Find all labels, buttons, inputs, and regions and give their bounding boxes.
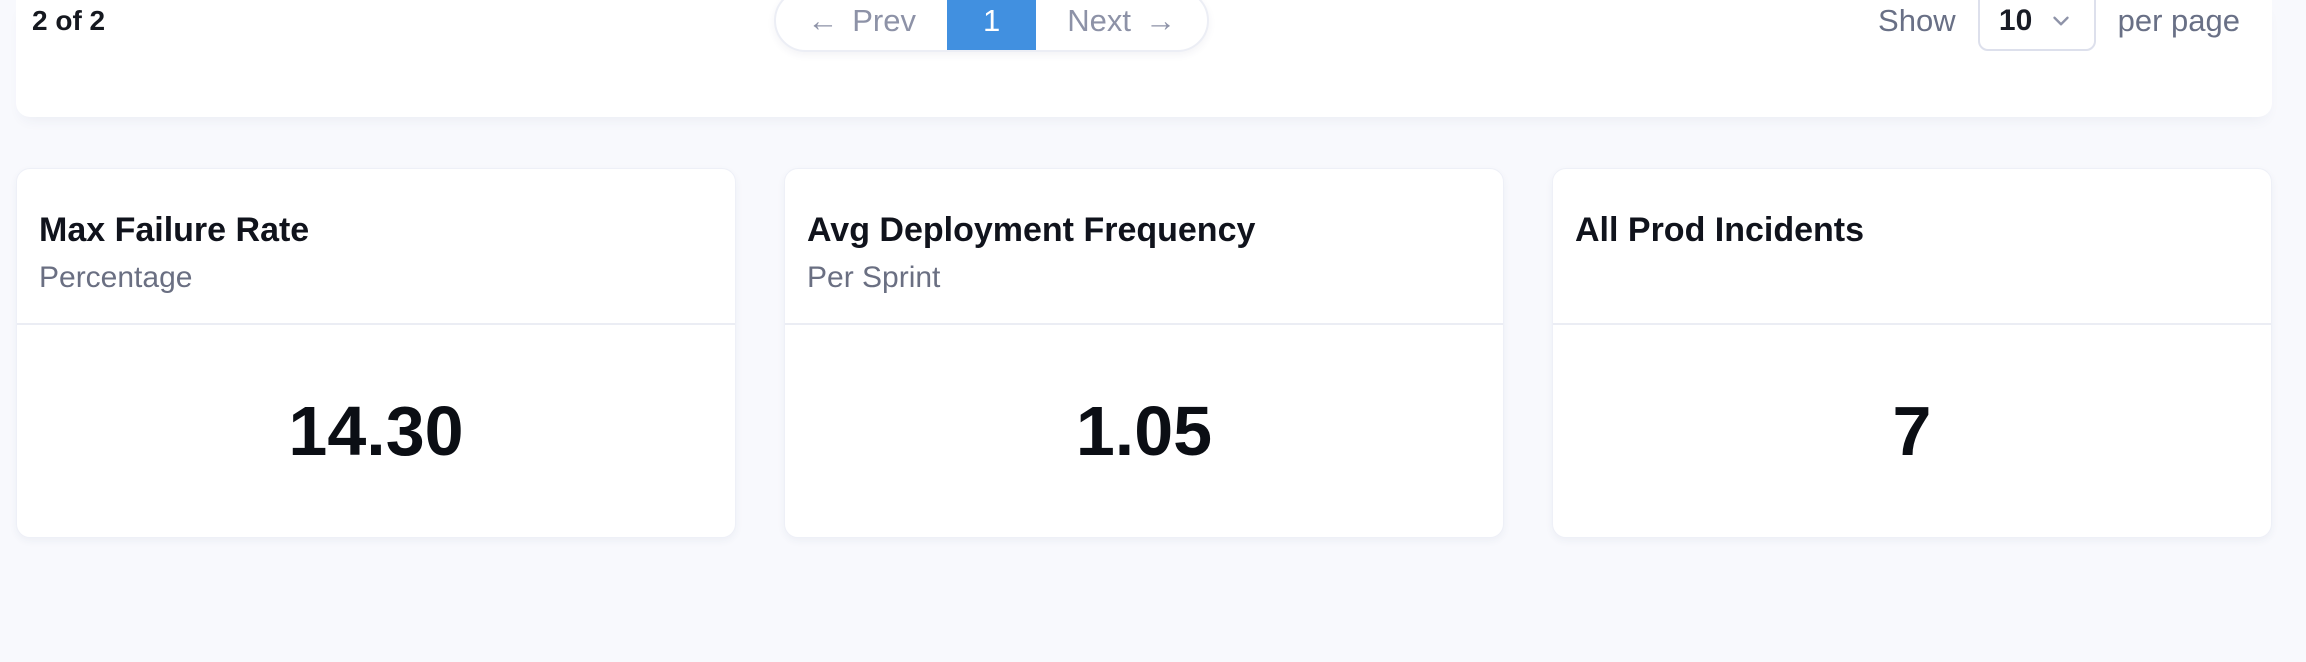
chevron-down-icon xyxy=(2048,8,2074,34)
stat-card-all-prod-incidents: All Prod Incidents 7 xyxy=(1552,168,2272,538)
stat-card-avg-deployment-frequency: Avg Deployment Frequency Per Sprint 1.05 xyxy=(784,168,1504,538)
stat-card-value: 7 xyxy=(1892,392,1932,470)
page-size-select[interactable]: 10 xyxy=(1977,0,2096,51)
stat-card-header: Max Failure Rate Percentage xyxy=(17,169,735,325)
prev-page-label: Prev xyxy=(852,2,916,38)
stat-cards-row: Max Failure Rate Percentage 14.30 Avg De… xyxy=(16,168,2272,538)
right-arrow-icon: → xyxy=(1144,3,1176,38)
stat-card-body: 14.30 xyxy=(17,325,735,537)
page-size-control: Show 10 per page xyxy=(1878,0,2240,51)
page-size-value: 10 xyxy=(1998,3,2033,37)
stat-card-max-failure-rate: Max Failure Rate Percentage 14.30 xyxy=(16,168,736,538)
next-page-button[interactable]: Next → xyxy=(1036,0,1207,50)
stat-card-header: Avg Deployment Frequency Per Sprint xyxy=(785,169,1503,325)
next-page-label: Next xyxy=(1067,2,1131,38)
result-count: 2 of 2 xyxy=(32,4,106,36)
prev-page-button[interactable]: ← Prev xyxy=(776,0,947,50)
stat-card-title: Avg Deployment Frequency xyxy=(807,211,1256,249)
stat-card-subtitle: Percentage xyxy=(39,261,193,294)
show-label: Show xyxy=(1878,2,1956,38)
left-arrow-icon: ← xyxy=(807,3,839,38)
pagination-toolbar: 2 of 2 ← Prev 1 Next → Show 10 xyxy=(32,0,2240,52)
per-page-label: per page xyxy=(2117,2,2240,38)
stat-card-subtitle xyxy=(1575,263,2239,293)
pager: ← Prev 1 Next → xyxy=(774,0,1210,52)
stat-card-title: Max Failure Rate xyxy=(39,211,310,249)
pagination-panel: 2 of 2 ← Prev 1 Next → Show 10 xyxy=(16,0,2272,117)
stat-card-value: 14.30 xyxy=(288,392,464,470)
stat-card-body: 1.05 xyxy=(785,325,1503,537)
stat-card-title: All Prod Incidents xyxy=(1575,211,1865,249)
current-page-button[interactable]: 1 xyxy=(947,0,1037,50)
stat-card-body: 7 xyxy=(1553,325,2271,537)
stat-card-subtitle: Per Sprint xyxy=(807,261,941,294)
stat-card-header: All Prod Incidents xyxy=(1553,169,2271,325)
stat-card-value: 1.05 xyxy=(1075,392,1213,470)
